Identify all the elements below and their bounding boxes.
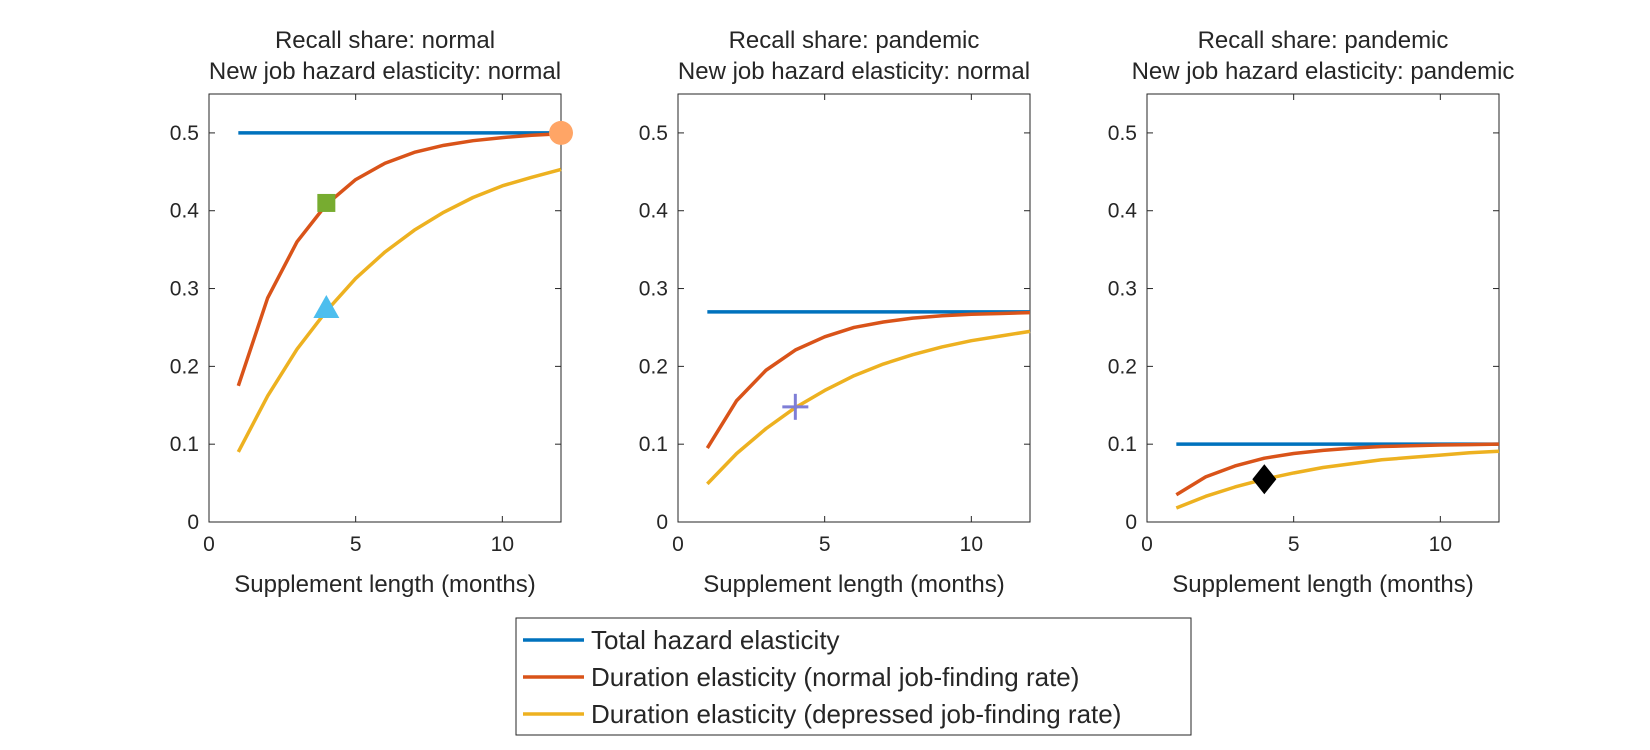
y-tick-label: 0.4 xyxy=(639,200,669,223)
x-tick-label: 0 xyxy=(1141,533,1153,556)
x-tick-label: 0 xyxy=(672,533,684,556)
y-tick-label: 0.3 xyxy=(1108,278,1137,301)
x-tick-label: 5 xyxy=(819,533,831,556)
plus-marker xyxy=(782,393,809,420)
series-line-normal xyxy=(705,310,1031,449)
chart-panel-3: Recall share: pandemic New job hazard ela… xyxy=(1108,27,1515,598)
legend-label: Duration elasticity (depressed job-findi… xyxy=(591,699,1121,729)
x-axis-label: Supplement length (months) xyxy=(703,571,1005,598)
square-marker xyxy=(317,193,336,212)
chart-title-line-1: Recall share: pandemic xyxy=(729,27,980,54)
chart-title-line-2: New job hazard elasticity: normal xyxy=(678,58,1030,85)
y-tick-label: 0.4 xyxy=(170,200,200,223)
y-tick-label: 0.3 xyxy=(170,278,199,301)
y-tick-label: 0.3 xyxy=(639,278,668,301)
y-tick-label: 0 xyxy=(187,511,199,534)
x-tick-label: 10 xyxy=(1429,533,1452,556)
series-line-depressed xyxy=(236,167,562,453)
axes-box xyxy=(677,93,1031,523)
series-line-depressed xyxy=(706,329,1031,486)
chart-panel-1: Recall share: normal New job hazard elast… xyxy=(170,27,573,598)
y-tick-label: 0 xyxy=(1125,511,1137,534)
series-line-depressed xyxy=(1175,449,1500,510)
legend-entry: Duration elasticity (normal job-finding … xyxy=(523,662,1079,692)
chart-panel-2: Recall share: pandemic New job hazard ela… xyxy=(639,27,1031,598)
legend-label: Duration elasticity (normal job-finding … xyxy=(591,662,1079,692)
y-tick-label: 0.1 xyxy=(639,433,668,456)
chart-title-line-1: Recall share: pandemic xyxy=(1198,27,1449,54)
legend-box xyxy=(515,617,1192,736)
y-tick-label: 0.2 xyxy=(1108,355,1137,378)
x-tick-label: 5 xyxy=(1288,533,1300,556)
chart-title-line-1: Recall share: normal xyxy=(275,27,495,54)
series-line-normal xyxy=(236,131,562,387)
series-line-normal xyxy=(1175,442,1500,497)
legend-label: Total hazard elasticity xyxy=(591,625,840,655)
y-tick-label: 0.4 xyxy=(1108,200,1138,223)
y-tick-label: 0 xyxy=(656,511,668,534)
x-axis-label: Supplement length (months) xyxy=(234,571,536,598)
y-tick-label: 0.5 xyxy=(1108,122,1137,145)
axes-box xyxy=(1146,93,1500,523)
x-tick-label: 5 xyxy=(350,533,362,556)
y-tick-label: 0.1 xyxy=(1108,433,1137,456)
legend-entry: Total hazard elasticity xyxy=(523,625,840,655)
x-tick-label: 0 xyxy=(203,533,215,556)
chart-panels: Recall share: normal New job hazard elast… xyxy=(170,27,1515,598)
y-tick-label: 0.2 xyxy=(170,355,199,378)
circle-marker xyxy=(549,120,573,145)
x-tick-label: 10 xyxy=(491,533,514,556)
triangle-marker xyxy=(313,295,340,318)
x-axis-label: Supplement length (months) xyxy=(1172,571,1474,598)
axes-box xyxy=(208,93,562,523)
legend: Total hazard elasticity Duration elastici… xyxy=(515,617,1192,736)
chart-title-line-2: New job hazard elasticity: normal xyxy=(209,58,561,85)
diamond-marker xyxy=(1252,464,1277,495)
chart-title-line-2: New job hazard elasticity: pandemic xyxy=(1132,58,1515,85)
legend-entry: Duration elasticity (depressed job-findi… xyxy=(523,699,1121,729)
y-tick-label: 0.5 xyxy=(170,122,199,145)
y-tick-label: 0.1 xyxy=(170,433,199,456)
y-tick-label: 0.5 xyxy=(639,122,668,145)
x-tick-label: 10 xyxy=(960,533,983,556)
y-tick-label: 0.2 xyxy=(639,355,668,378)
